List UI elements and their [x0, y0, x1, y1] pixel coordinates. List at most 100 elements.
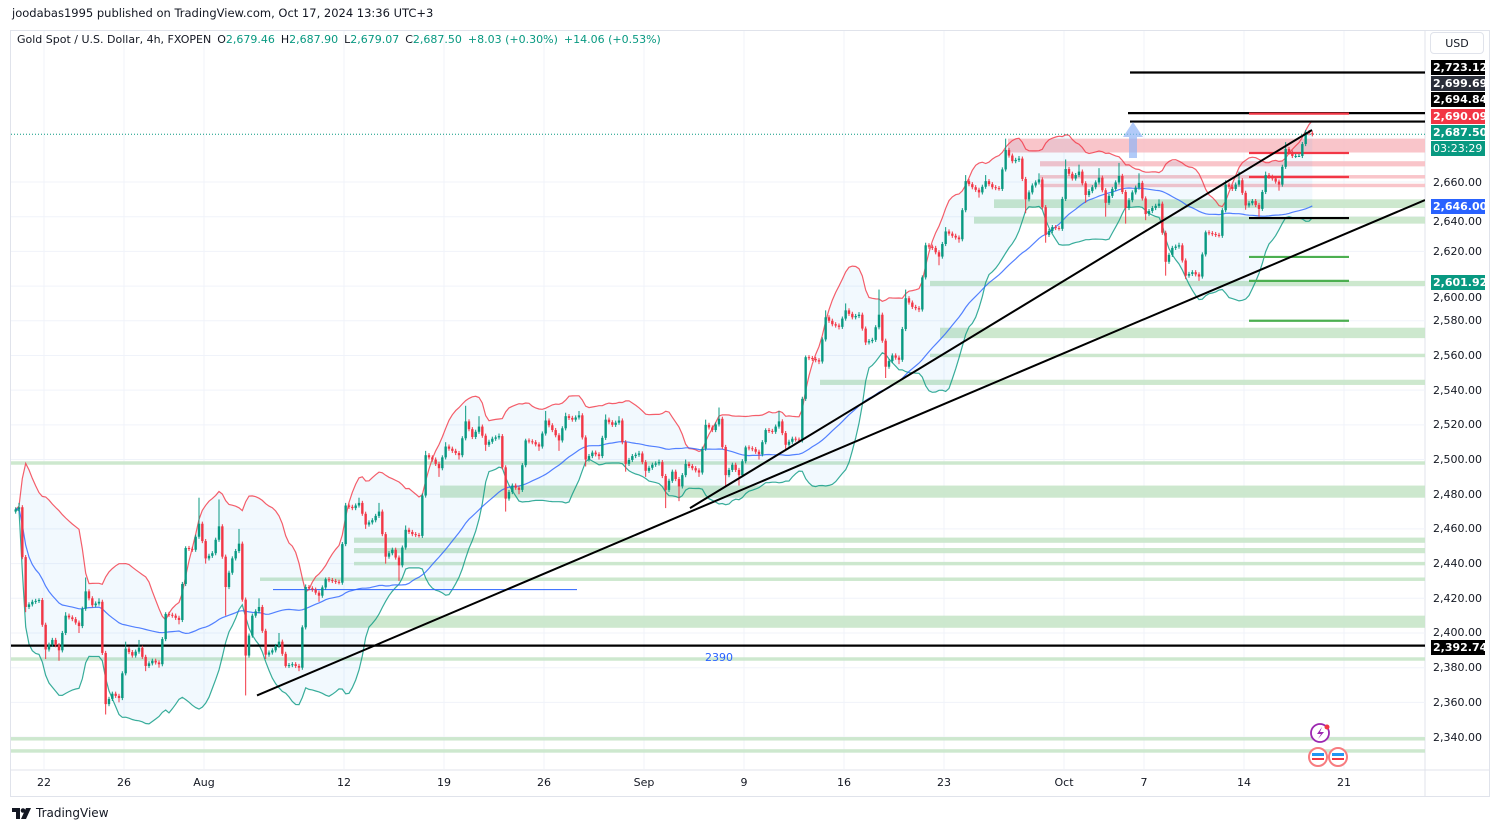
candle-body [144, 656, 147, 666]
candle-body [407, 529, 411, 532]
candle-body [907, 298, 911, 303]
lightning-event-icon[interactable] [1310, 723, 1330, 743]
price-tick-label: 2,340.00 [1433, 730, 1482, 744]
publisher-line: joodabas1995 published on TradingView.co… [12, 6, 434, 20]
candle-body [797, 439, 801, 441]
candle-body [674, 471, 677, 480]
candle-body [947, 231, 951, 234]
up-arrow-icon[interactable] [1123, 122, 1143, 158]
candle-body [67, 615, 71, 618]
candle-body [137, 647, 141, 652]
candle-body [87, 591, 91, 599]
candle-body [297, 665, 301, 668]
price-tick-label: 2,580.00 [1433, 314, 1482, 328]
candle-body [977, 189, 981, 193]
candle-body [597, 454, 601, 457]
candle-body [174, 615, 177, 618]
candle-body [124, 648, 127, 674]
candle-body [401, 547, 404, 566]
candle-body [201, 523, 204, 542]
us-flag-event-icon[interactable] [1308, 747, 1328, 767]
candle-body [351, 506, 354, 509]
candle-body [227, 572, 231, 588]
candle-body [427, 455, 431, 458]
candle-body [657, 462, 661, 464]
symbol-legend[interactable]: Gold Spot / U.S. Dollar, 4h, FXOPEN O2,6… [17, 33, 661, 46]
candle-body [917, 308, 921, 310]
tradingview-logo[interactable]: TradingView [12, 806, 109, 820]
price-label-2699: 2,699.69 [1431, 76, 1485, 91]
candle-body [951, 233, 954, 236]
candle-body [931, 246, 934, 248]
candle-body [1247, 203, 1251, 206]
candle-body [424, 455, 427, 496]
candle-body [167, 613, 171, 615]
candle-body [1284, 149, 1287, 167]
candle-body [1304, 132, 1307, 145]
candle-body [544, 420, 547, 434]
candle-body [1097, 177, 1101, 183]
candle-body [1087, 191, 1091, 196]
tradingview-logo-icon [12, 807, 31, 819]
candle-body [984, 181, 987, 187]
candle-body [807, 357, 811, 359]
candle-body [507, 492, 511, 499]
candle-body [1074, 175, 1077, 179]
candle-body [787, 441, 791, 445]
green-zone [974, 216, 1425, 224]
candle-body [231, 558, 234, 573]
candle-body [111, 693, 114, 699]
candle-body [1224, 184, 1227, 211]
candle-body [221, 526, 224, 557]
candle-body [924, 245, 927, 278]
price-tick-label: 2,500.00 [1433, 453, 1482, 467]
us-flag-event-icon[interactable] [1328, 747, 1348, 767]
candle-body [627, 459, 631, 464]
candle-body [1294, 155, 1297, 157]
candle-body [71, 617, 74, 620]
candle-body [344, 505, 347, 545]
candle-body [511, 485, 514, 493]
candle-body [97, 601, 101, 604]
trendlines[interactable] [256, 129, 1425, 697]
candle-body [107, 698, 111, 705]
candle-body [441, 457, 444, 469]
candle-body [644, 462, 647, 471]
currency-button[interactable]: USD [1430, 32, 1484, 54]
candle-body [1014, 159, 1017, 162]
candle-body [817, 360, 821, 362]
green-zone [11, 657, 1425, 661]
candle-body [387, 553, 391, 557]
candle-body [27, 604, 31, 607]
time-tick-label: 12 [337, 776, 351, 789]
candle-body [37, 600, 41, 602]
candle-body [117, 695, 121, 699]
zones [11, 138, 1425, 753]
chart-frame [10, 30, 1490, 797]
candle-body [661, 462, 664, 477]
candle-body [827, 317, 831, 321]
candle-body [341, 544, 344, 583]
candle-body [1114, 182, 1117, 189]
candle-body [1061, 198, 1064, 229]
candle-body [721, 418, 724, 447]
candle-body [967, 181, 971, 185]
candle-body [614, 422, 617, 425]
candle-body [601, 437, 604, 457]
candle-body [461, 438, 464, 456]
candle-body [101, 601, 104, 653]
candle-body [801, 398, 804, 441]
candle-body [551, 425, 554, 431]
candle-body [234, 551, 237, 559]
close-value: 2,687.50 [412, 33, 462, 46]
candle-body [844, 310, 847, 319]
candle-body [641, 453, 644, 463]
candle-body [537, 444, 541, 447]
candle-body [1237, 180, 1241, 185]
candle-body [1041, 179, 1044, 208]
candle-body [861, 314, 864, 329]
candle-body [224, 556, 227, 588]
candle-body [1271, 176, 1274, 179]
green-zone [820, 379, 1425, 385]
